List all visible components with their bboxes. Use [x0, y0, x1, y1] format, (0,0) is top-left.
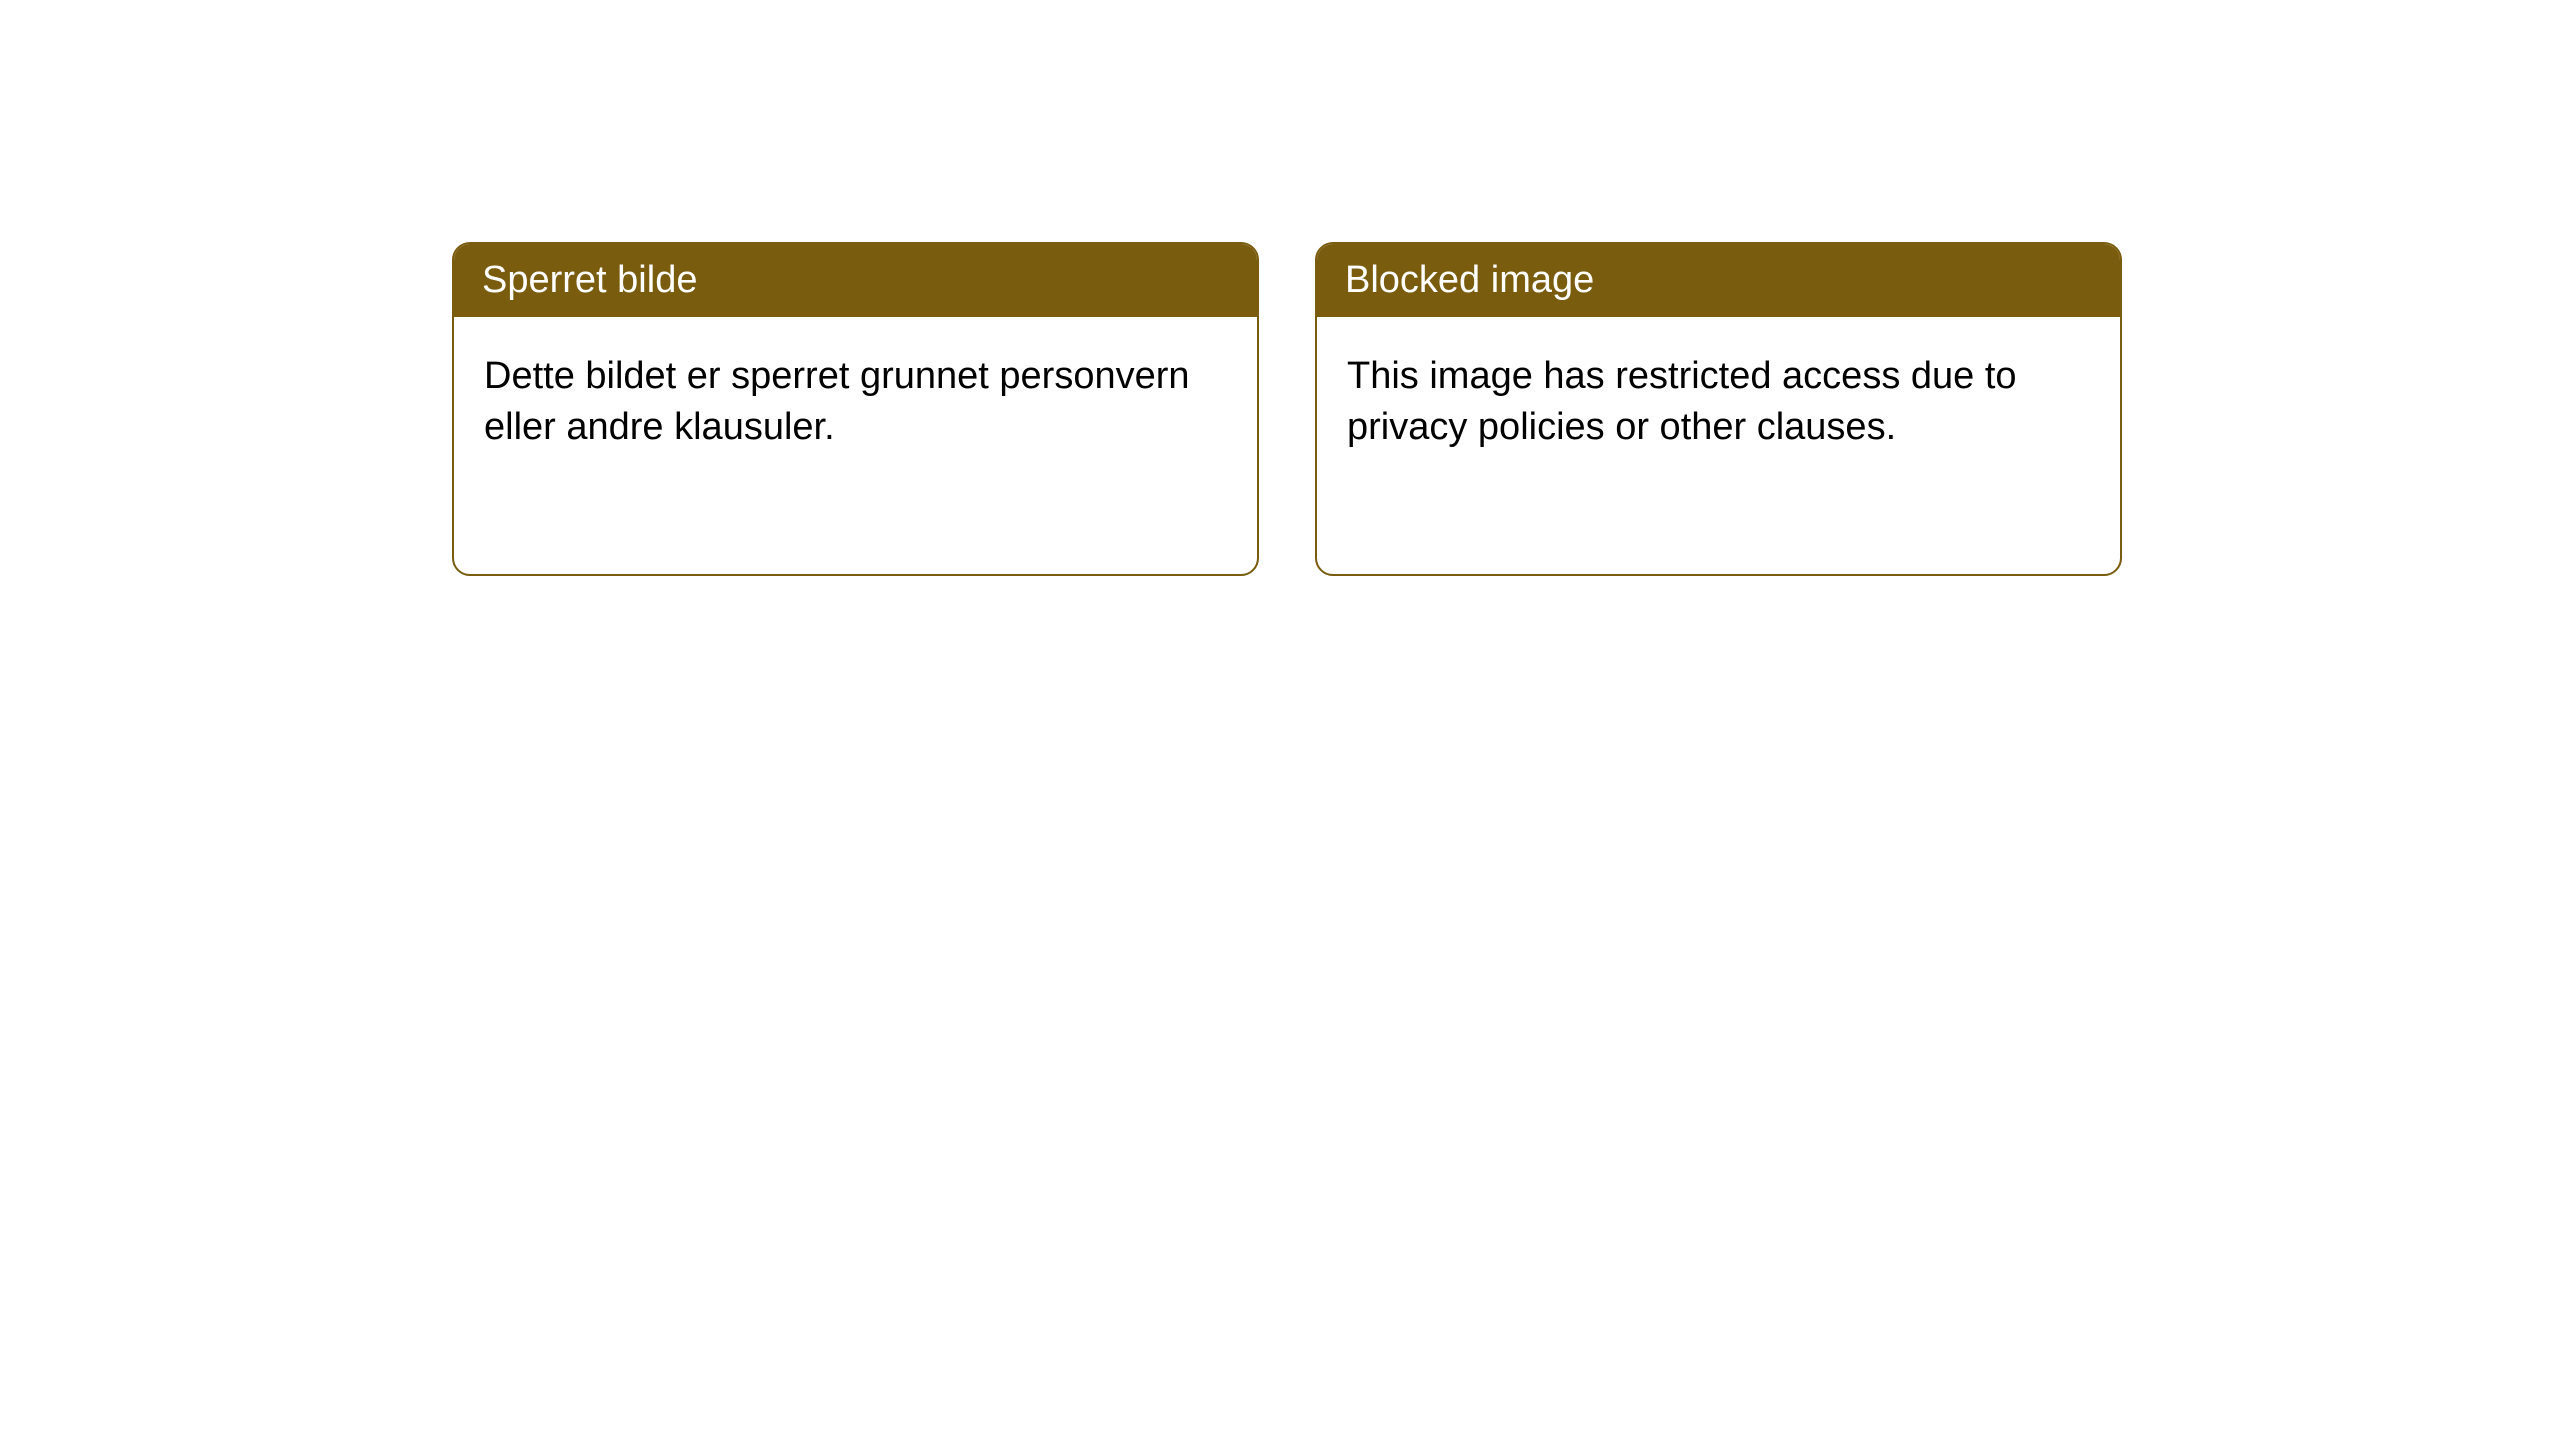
card-header: Blocked image [1317, 244, 2120, 317]
blocked-image-card-english: Blocked image This image has restricted … [1315, 242, 2122, 576]
card-body-text: This image has restricted access due to … [1347, 355, 2017, 448]
blocked-image-card-norwegian: Sperret bilde Dette bildet er sperret gr… [452, 242, 1259, 576]
card-title: Sperret bilde [482, 259, 697, 301]
card-title: Blocked image [1345, 259, 1594, 301]
notice-container: Sperret bilde Dette bildet er sperret gr… [0, 0, 2560, 576]
card-header: Sperret bilde [454, 244, 1257, 317]
card-body: Dette bildet er sperret grunnet personve… [454, 317, 1257, 488]
card-body: This image has restricted access due to … [1317, 317, 2120, 488]
card-body-text: Dette bildet er sperret grunnet personve… [484, 355, 1190, 448]
